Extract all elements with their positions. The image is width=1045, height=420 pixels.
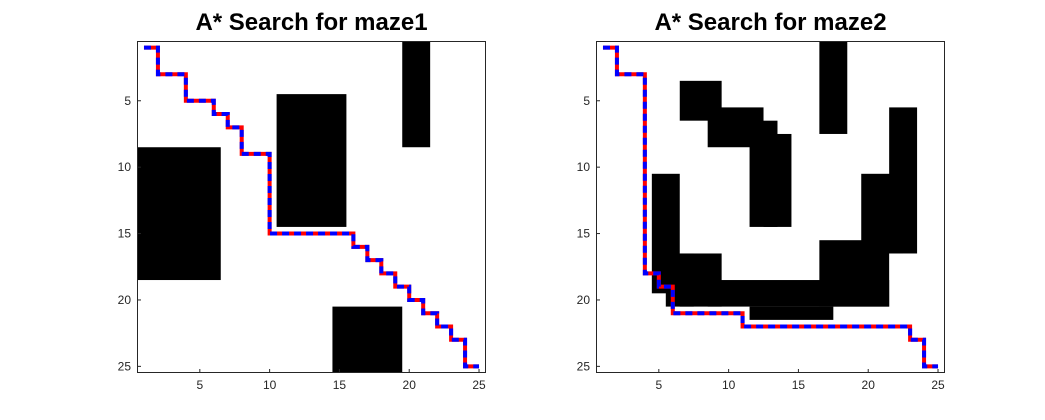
x-tick-label: 15 [792,378,806,392]
wall-block [889,107,918,254]
wall-block [332,306,403,373]
x-tick-label: 10 [722,378,736,392]
y-tick-label: 15 [118,227,132,241]
y-tick-label: 5 [124,94,131,108]
chart-title: A* Search for maze1 [195,9,427,36]
x-tick-label: 25 [931,378,945,392]
y-tick-label: 5 [583,94,590,108]
y-tick-label: 20 [118,293,132,307]
y-tick-label: 25 [577,359,591,373]
wall-block [402,41,431,148]
x-tick-label: 25 [472,378,486,392]
wall-block [276,94,347,227]
wall-block [763,133,792,227]
x-tick-label: 15 [333,378,347,392]
x-tick-label: 5 [655,378,662,392]
y-tick-label: 15 [577,227,591,241]
y-tick-label: 20 [577,293,591,307]
path-line-blue [602,45,939,369]
wall-block [137,147,221,281]
x-tick-label: 20 [862,378,876,392]
wall-block [749,306,834,320]
wall-block [819,41,848,134]
axes-box [137,41,486,373]
chart-panel-1: 5 10 15 20 25 5 10 15 20 25 A* Search for maze1 [118,9,486,392]
x-tick-label: 10 [263,378,277,392]
x-tick-label: 5 [196,378,203,392]
y-tick-label: 10 [577,160,591,174]
axes-box [596,41,945,373]
chart-panel-2: 5 10 15 20 25 5 10 15 20 25 A* Search for maze2 [577,9,945,392]
y-tick-label: 10 [118,160,132,174]
chart-title: A* Search for maze2 [654,9,886,36]
path-line-blue [143,45,480,369]
y-tick-label: 25 [118,359,132,373]
x-tick-label: 20 [403,378,417,392]
